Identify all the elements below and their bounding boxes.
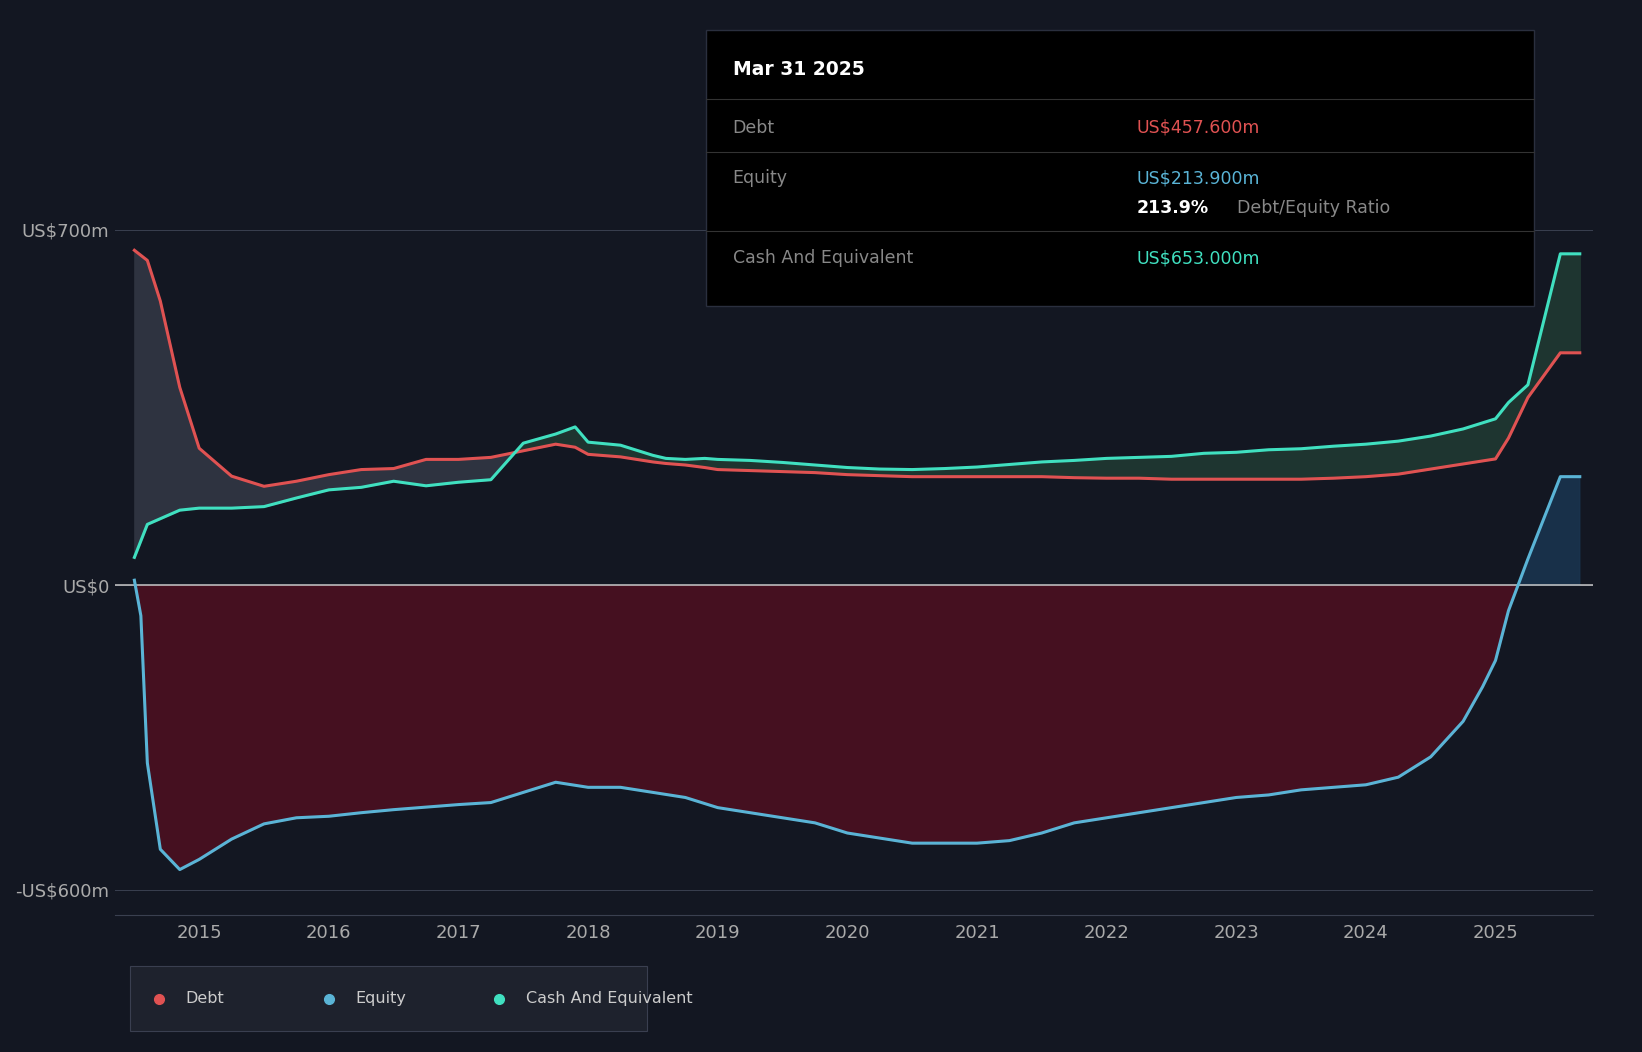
Text: US$457.600m: US$457.600m <box>1136 119 1259 137</box>
Text: US$213.900m: US$213.900m <box>1136 169 1259 187</box>
Text: Mar 31 2025: Mar 31 2025 <box>732 60 864 79</box>
Text: Debt: Debt <box>186 991 225 1006</box>
Text: Cash And Equivalent: Cash And Equivalent <box>525 991 693 1006</box>
Text: 213.9%: 213.9% <box>1136 199 1209 217</box>
FancyBboxPatch shape <box>130 966 647 1031</box>
Text: US$653.000m: US$653.000m <box>1136 249 1259 267</box>
Text: Cash And Equivalent: Cash And Equivalent <box>732 249 913 267</box>
FancyBboxPatch shape <box>706 29 1534 305</box>
Text: Debt: Debt <box>732 119 775 137</box>
Text: Debt/Equity Ratio: Debt/Equity Ratio <box>1236 199 1391 217</box>
Text: Equity: Equity <box>732 169 788 187</box>
Text: Equity: Equity <box>356 991 407 1006</box>
